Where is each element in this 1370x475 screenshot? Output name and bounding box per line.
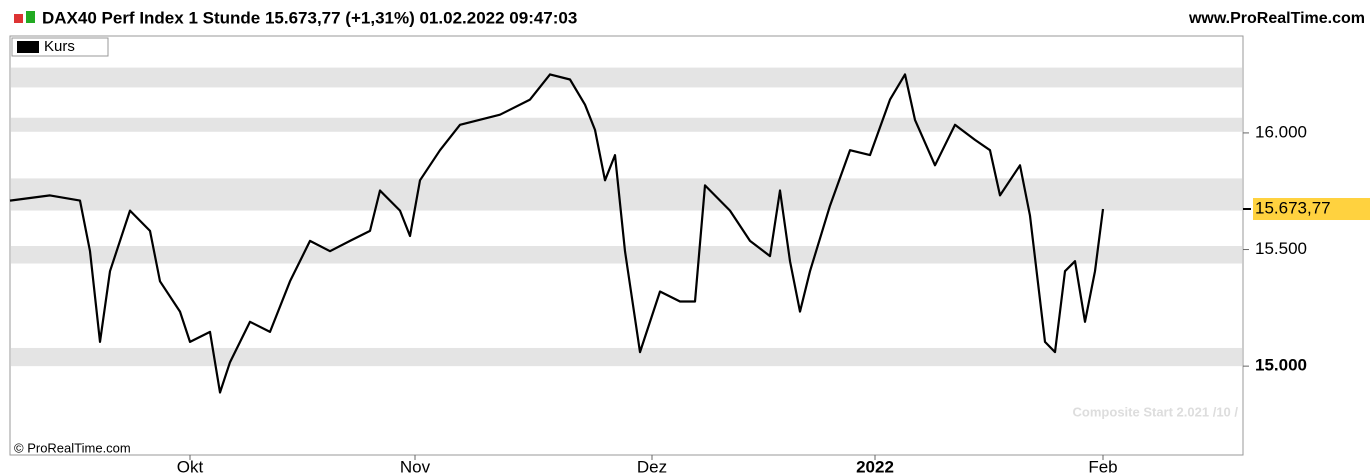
x-tick-label: Nov bbox=[400, 457, 431, 475]
price-line bbox=[9, 73, 1105, 394]
price-zone bbox=[11, 117, 1242, 132]
logo bbox=[26, 11, 35, 23]
chart-title: DAX40 Perf Index 1 Stunde 15.673,77 (+1,… bbox=[42, 8, 577, 27]
legend-label: Kurs bbox=[44, 38, 75, 55]
plot-frame bbox=[9, 35, 1244, 456]
price-zone bbox=[11, 178, 1242, 211]
copyright: © ProRealTime.com bbox=[14, 440, 131, 455]
x-tick-label: Feb bbox=[1088, 457, 1117, 475]
legend-swatch bbox=[17, 41, 39, 53]
price-zone bbox=[11, 347, 1242, 367]
y-tick-label: 16.000 bbox=[1255, 122, 1307, 141]
y-tick-label: 15.000 bbox=[1255, 356, 1307, 375]
x-tick-label: Okt bbox=[177, 457, 204, 475]
last-price-box bbox=[1253, 198, 1370, 221]
price-zone bbox=[11, 67, 1242, 88]
x-tick-label: 2022 bbox=[856, 457, 894, 475]
source: www.ProRealTime.com bbox=[1188, 10, 1365, 27]
annotation: Composite Start 2.021 /10 / bbox=[1073, 404, 1239, 419]
x-tick-label: Dez bbox=[637, 457, 667, 475]
last-price-label: 15.673,77 bbox=[1255, 198, 1331, 217]
y-tick-label: 15.500 bbox=[1255, 239, 1307, 258]
logo bbox=[14, 14, 23, 23]
